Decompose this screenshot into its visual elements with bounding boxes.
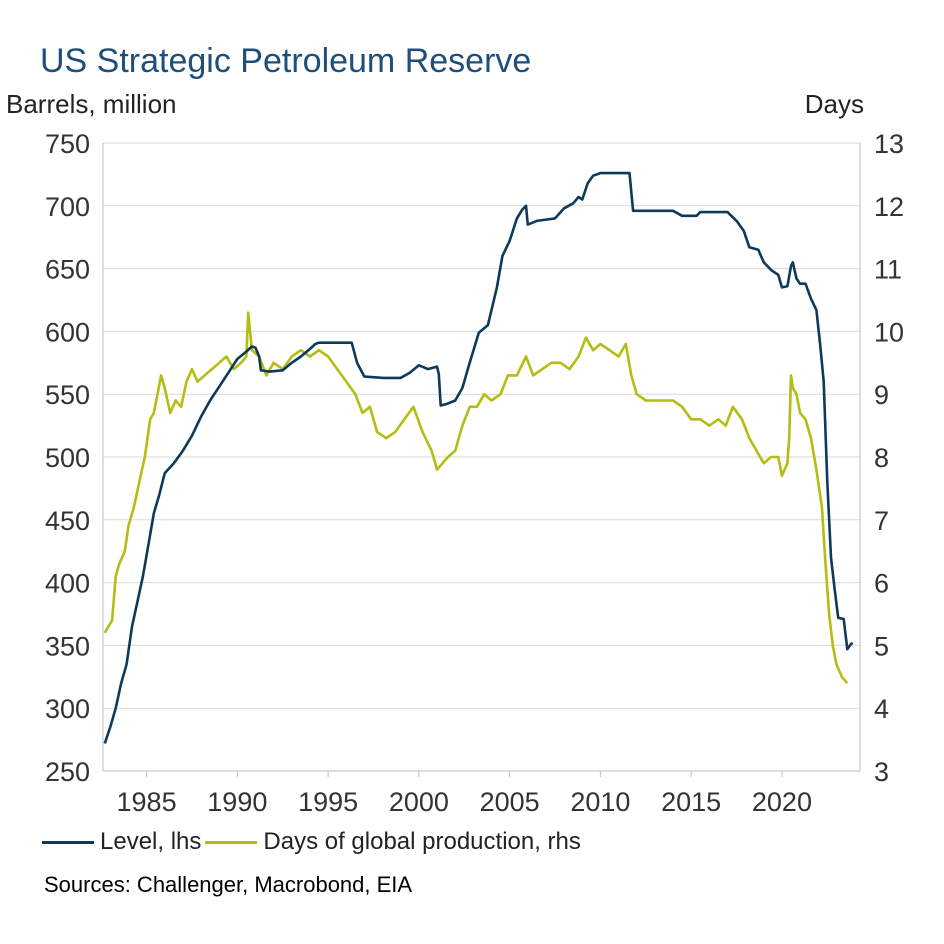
- x-tick-label: 2010: [570, 787, 630, 817]
- y-tick-label-left: 600: [45, 317, 90, 347]
- y-tick-label-left: 700: [45, 192, 90, 222]
- y-tick-label-right: 13: [874, 129, 904, 159]
- y-tick-label-left: 450: [45, 506, 90, 536]
- y-tick-label-left: 300: [45, 694, 90, 724]
- axes: [102, 143, 861, 772]
- y-tick-label-left: 400: [45, 569, 90, 599]
- y-tick-label-right: 7: [874, 506, 889, 536]
- x-tick-label: 1990: [207, 787, 267, 817]
- y-tick-label-right: 8: [874, 443, 889, 473]
- y-tick-label-right: 6: [874, 569, 889, 599]
- y-tick-label-right: 4: [874, 694, 889, 724]
- x-tick-label: 2000: [389, 787, 449, 817]
- legend-swatch-level: [42, 840, 94, 844]
- legend-item-days: Days of global production, rhs: [205, 828, 581, 856]
- y-tick-label-right: 9: [874, 380, 889, 410]
- y-axis-label-left: Barrels, million: [6, 89, 177, 119]
- y-axis-label-right: Days: [805, 89, 864, 119]
- y-ticks-right: 3 4 5 6 7 8 9 10 11 12 13: [874, 129, 904, 787]
- y-tick-label-left: 350: [45, 631, 90, 661]
- y-tick-label-right: 5: [874, 631, 889, 661]
- legend-label-level: Level, lhs: [100, 828, 202, 855]
- x-tick-label: 2005: [480, 787, 540, 817]
- y-tick-label-left: 650: [45, 255, 90, 285]
- x-tick-label: 1995: [298, 787, 358, 817]
- chart-title: US Strategic Petroleum Reserve: [40, 42, 532, 80]
- y-tick-label-right: 10: [874, 317, 904, 347]
- x-tick-label: 2020: [752, 787, 812, 817]
- y-tick-label-left: 750: [45, 129, 90, 159]
- x-ticks: 1985 1990 1995 2000 2005 2010 2015 2020: [117, 771, 812, 817]
- y-tick-label-right: 12: [874, 192, 904, 222]
- series-lines: [103, 171, 854, 744]
- x-tick-label: 2015: [661, 787, 721, 817]
- legend-item-level: Level, lhs: [42, 828, 201, 856]
- y-tick-label-right: 3: [874, 757, 889, 787]
- legend-label-days: Days of global production, rhs: [263, 828, 581, 855]
- series-line-days: [103, 311, 849, 684]
- y-tick-label-right: 11: [874, 255, 902, 285]
- x-tick-label: 1985: [117, 787, 177, 817]
- series-line-level: [103, 171, 854, 744]
- y-tick-label-left: 550: [45, 380, 90, 410]
- y-tick-label-left: 250: [45, 757, 90, 787]
- source-note: Sources: Challenger, Macrobond, EIA: [44, 872, 413, 897]
- y-ticks-left: 250 300 350 400 450 500 550 600 650 700 750: [45, 129, 90, 787]
- legend: Level, lhs Days of global production, rh…: [42, 828, 585, 856]
- y-tick-label-left: 500: [45, 443, 90, 473]
- gridlines: [103, 142, 860, 709]
- legend-swatch-days: [205, 840, 258, 844]
